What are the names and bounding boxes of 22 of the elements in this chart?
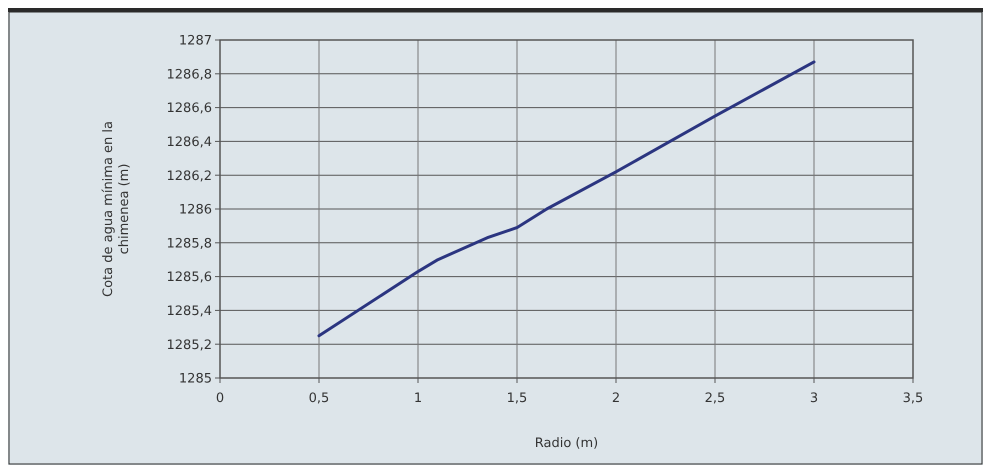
x-tick-label: 2,5 (704, 391, 726, 406)
y-tick-label: 1285 (178, 372, 212, 387)
y-tick-label: 1285,4 (166, 304, 212, 319)
y-tick-label: 1286,8 (166, 67, 212, 82)
y-tick-label: 1286 (178, 202, 212, 218)
x-axis-title: Radio (m) (534, 436, 598, 451)
x-tick-label: 0 (216, 391, 224, 406)
x-tick-label: 0,5 (308, 391, 330, 406)
y-tick-label: 1285,8 (166, 236, 212, 252)
y-tick-label: 1285,2 (166, 338, 212, 353)
x-tick-label: 1 (414, 391, 422, 406)
y-axis-title: Cota de agua mínima en la chimenea (m) (101, 120, 132, 298)
y-tick-label: 1285,6 (166, 270, 212, 286)
x-tick-label: 1,5 (506, 391, 528, 406)
line-series (318, 60, 816, 338)
x-tick-label: 3,5 (902, 391, 924, 406)
x-tick-label: 2 (612, 391, 620, 406)
x-tick-label: 3 (810, 391, 818, 406)
y-tick-label: 1286,4 (166, 134, 212, 150)
y-tick-label: 1286,6 (166, 101, 212, 116)
y-tick-label: 1286,2 (166, 168, 212, 184)
y-tick-label: 1287 (178, 34, 212, 49)
